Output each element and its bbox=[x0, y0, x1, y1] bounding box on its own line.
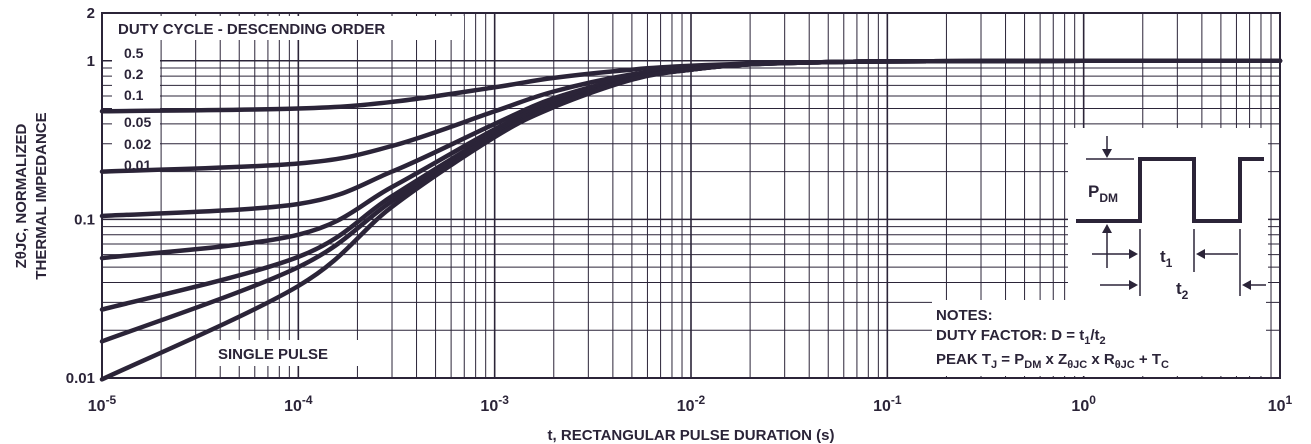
t2-arrowhead-right bbox=[1242, 280, 1251, 290]
t2-label: t2 bbox=[1176, 279, 1189, 302]
single-pulse-label: SINGLE PULSE bbox=[218, 346, 328, 363]
legend-box bbox=[112, 16, 464, 40]
t1-arrowhead-left bbox=[1129, 249, 1138, 259]
t1-label: t1 bbox=[1160, 247, 1173, 270]
legend-item-0.05: 0.05 bbox=[124, 114, 151, 130]
notes-block: NOTES: DUTY FACTOR: D = t1/t2 PEAK TJ = … bbox=[932, 300, 1266, 376]
y-tick-label: 2 bbox=[87, 5, 95, 22]
pulse-waveform bbox=[1076, 157, 1264, 223]
legend-item-0.5: 0.5 bbox=[124, 45, 144, 61]
notes-bg bbox=[932, 300, 1266, 376]
y-axis-label-line1: ZθJC, NORMALIZED bbox=[13, 123, 30, 268]
pulse-diagram-bg bbox=[1068, 128, 1268, 300]
x-tick-label: 10-5 bbox=[88, 393, 117, 415]
series-line-single-pulse bbox=[99, 58, 1283, 382]
y-tick-label: 1 bbox=[87, 53, 95, 70]
pdm-arrowhead-top bbox=[1102, 149, 1112, 158]
x-axis-label: t, RECTANGULAR PULSE DURATION (s) bbox=[548, 427, 835, 444]
y-tick-label: 0.01 bbox=[66, 370, 95, 387]
t2-arrowhead-left bbox=[1129, 280, 1138, 290]
t1-arrowhead-right bbox=[1196, 249, 1205, 259]
pdm-label: PDM bbox=[1088, 182, 1118, 205]
series-lines bbox=[99, 58, 1283, 382]
single-pulse-label-bg bbox=[208, 340, 358, 366]
axes: 10-5 10-4 10-3 10-2 10-1 100 101 2 1 0.1 0.01 bbox=[66, 5, 1293, 415]
notes-title: NOTES: bbox=[936, 307, 993, 324]
plot-frame bbox=[101, 12, 1281, 379]
x-tick-label: 10-3 bbox=[480, 393, 509, 415]
y-axis-label-line2: THERMAL IMPEDANCE bbox=[33, 112, 50, 279]
legend-item-0.02: 0.02 bbox=[124, 136, 151, 152]
pulse-diagram: PDM t1 t2 bbox=[1068, 128, 1268, 302]
pdm-arrowhead-bottom bbox=[1102, 224, 1112, 233]
x-tick-label: 101 bbox=[1268, 393, 1293, 415]
legend-title: DUTY CYCLE - DESCENDING ORDER bbox=[118, 21, 385, 38]
y-tick-label: 0.1 bbox=[74, 211, 95, 228]
x-tick-label: 10-1 bbox=[873, 393, 902, 415]
x-tick-label: 10-4 bbox=[284, 393, 313, 415]
legend-item-0.2: 0.2 bbox=[124, 66, 144, 82]
legend-item-0.1: 0.1 bbox=[124, 87, 144, 103]
x-tick-label: 10-2 bbox=[677, 393, 706, 415]
x-tick-label: 100 bbox=[1071, 393, 1096, 415]
notes-peak-tj: PEAK TJ = PDM x ZθJC x RθJC + TC bbox=[936, 351, 1169, 371]
notes-duty-factor: DUTY FACTOR: D = t1/t2 bbox=[936, 327, 1106, 347]
